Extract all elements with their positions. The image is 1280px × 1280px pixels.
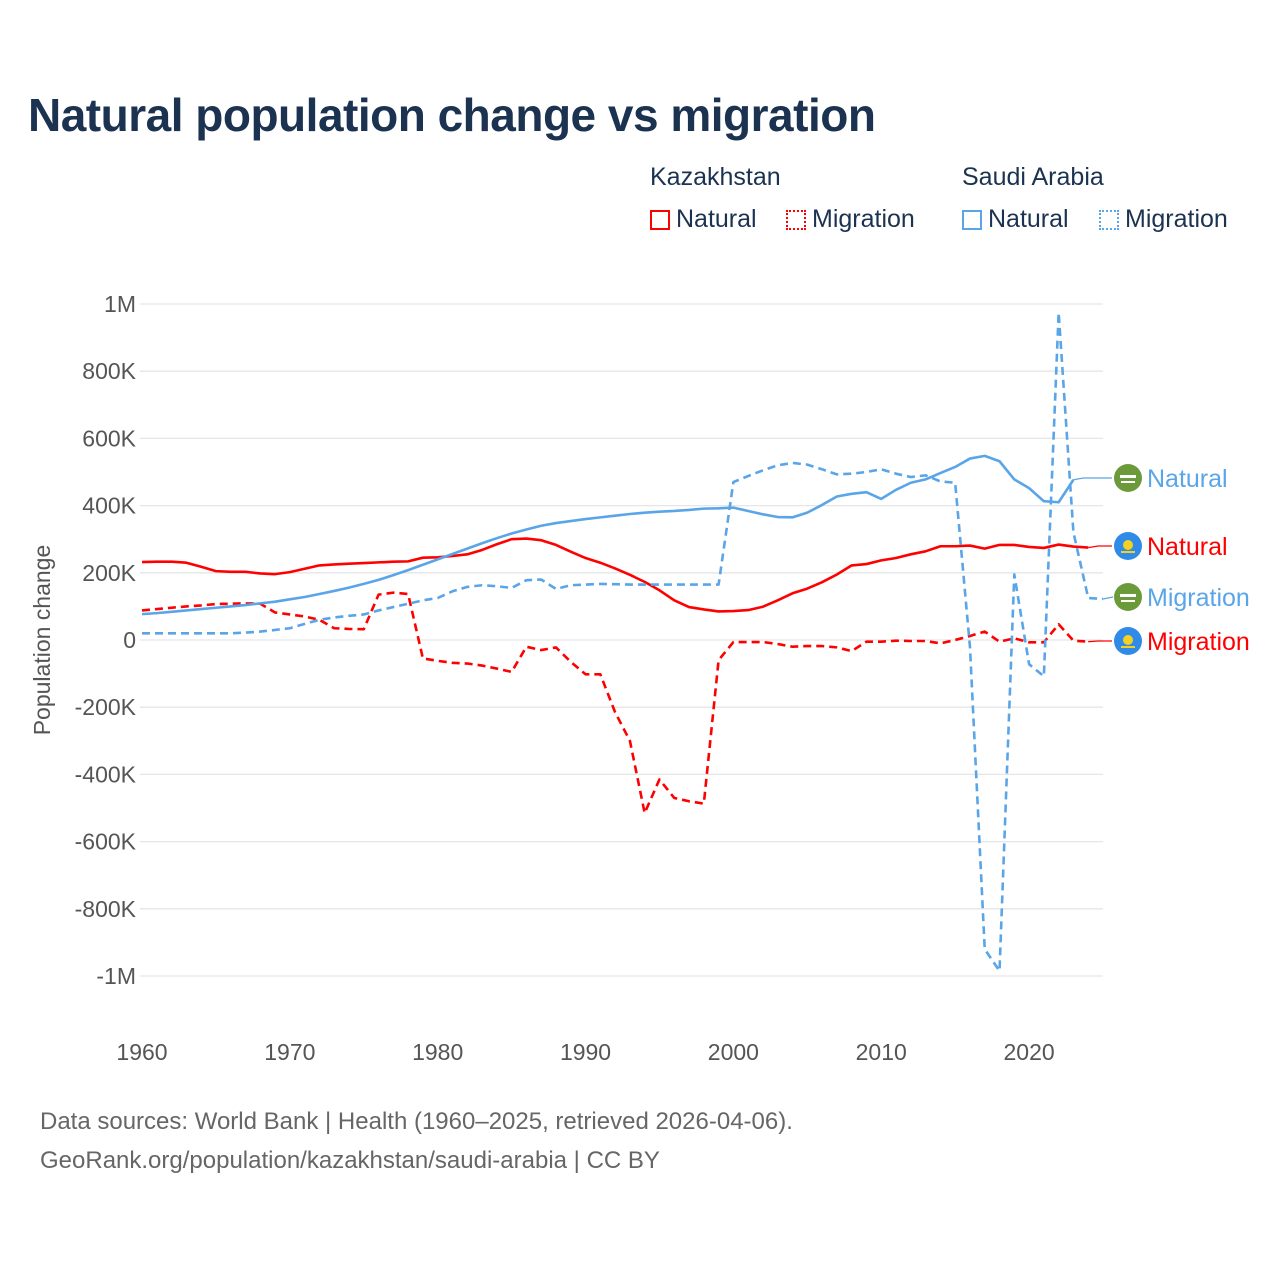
legend-label: Migration — [1125, 205, 1228, 233]
footer-sources: Data sources: World Bank | Health (1960–… — [40, 1108, 793, 1135]
y-tick-label: 0 — [123, 627, 136, 653]
series-line-kazakhstan-natural — [141, 537, 1089, 613]
x-tick-label: 2000 — [708, 1039, 759, 1065]
end-label-connector — [1088, 545, 1112, 549]
legend-group-saudi-arabia: Saudi Arabia — [962, 163, 1104, 191]
y-tick-label: -400K — [75, 761, 137, 787]
x-tick-label: 1990 — [560, 1039, 611, 1065]
legend-label: Natural — [988, 205, 1069, 233]
flag-emblem — [1121, 481, 1135, 483]
flag-emblem — [1121, 600, 1135, 602]
flag-emblem — [1120, 475, 1136, 478]
legend-saudi-arabia-migration[interactable]: Migration — [1099, 205, 1228, 234]
y-tick-label: 1M — [104, 291, 136, 317]
legend-group-kazakhstan: Kazakhstan — [650, 163, 781, 191]
x-tick-label: 1980 — [412, 1039, 463, 1065]
flag-emblem — [1121, 551, 1135, 553]
x-tick-label: 2020 — [1003, 1039, 1054, 1065]
end-label-saudi-arabia-migration: Migration — [1147, 584, 1250, 612]
series-line-saudi-arabia-migration — [142, 311, 1104, 973]
series-line-saudi-arabia-natural — [141, 454, 1075, 616]
chart-title: Natural population change vs migration — [28, 89, 876, 141]
flag-emblem — [1121, 646, 1135, 648]
x-tick-label: 1970 — [264, 1039, 315, 1065]
y-tick-label: -200K — [75, 694, 137, 720]
y-tick-label: -800K — [75, 896, 137, 922]
end-label-connector — [1088, 640, 1112, 643]
flag-emblem — [1120, 594, 1136, 597]
y-tick-label: -1M — [96, 963, 136, 989]
y-tick-label: 400K — [82, 493, 136, 519]
y-tick-label: -600K — [75, 829, 137, 855]
legend-kazakhstan-natural[interactable]: Natural — [650, 205, 757, 234]
legend-swatch-solid-icon — [962, 209, 982, 230]
y-tick-label: 800K — [82, 358, 136, 384]
y-tick-label: 600K — [82, 425, 136, 451]
legend-swatch-dotted-icon — [1099, 209, 1119, 230]
end-label-saudi-arabia-natural: Natural — [1147, 465, 1228, 493]
x-tick-label: 2010 — [856, 1039, 907, 1065]
legend-swatch-solid-icon — [650, 209, 670, 230]
legend-label: Natural — [676, 205, 757, 233]
legend-label: Migration — [812, 205, 915, 233]
end-label-connector — [1102, 596, 1114, 600]
end-label-kazakhstan-natural: Natural — [1147, 533, 1228, 561]
flag-emblem — [1123, 540, 1133, 550]
legend-swatch-dotted-icon — [786, 209, 806, 230]
series-line-kazakhstan-migration — [141, 591, 1089, 815]
end-label-kazakhstan-migration: Migration — [1147, 628, 1250, 656]
legend-saudi-arabia-natural[interactable]: Natural — [962, 205, 1069, 234]
legend-kazakhstan-migration[interactable]: Migration — [786, 205, 915, 234]
y-axis-label: Population change — [29, 545, 55, 736]
end-label-connector — [1073, 477, 1112, 481]
y-tick-label: 200K — [82, 560, 136, 586]
flag-emblem — [1123, 635, 1133, 645]
x-tick-label: 1960 — [116, 1039, 167, 1065]
footer-link[interactable]: GeoRank.org/population/kazakhstan/saudi-… — [40, 1147, 660, 1174]
